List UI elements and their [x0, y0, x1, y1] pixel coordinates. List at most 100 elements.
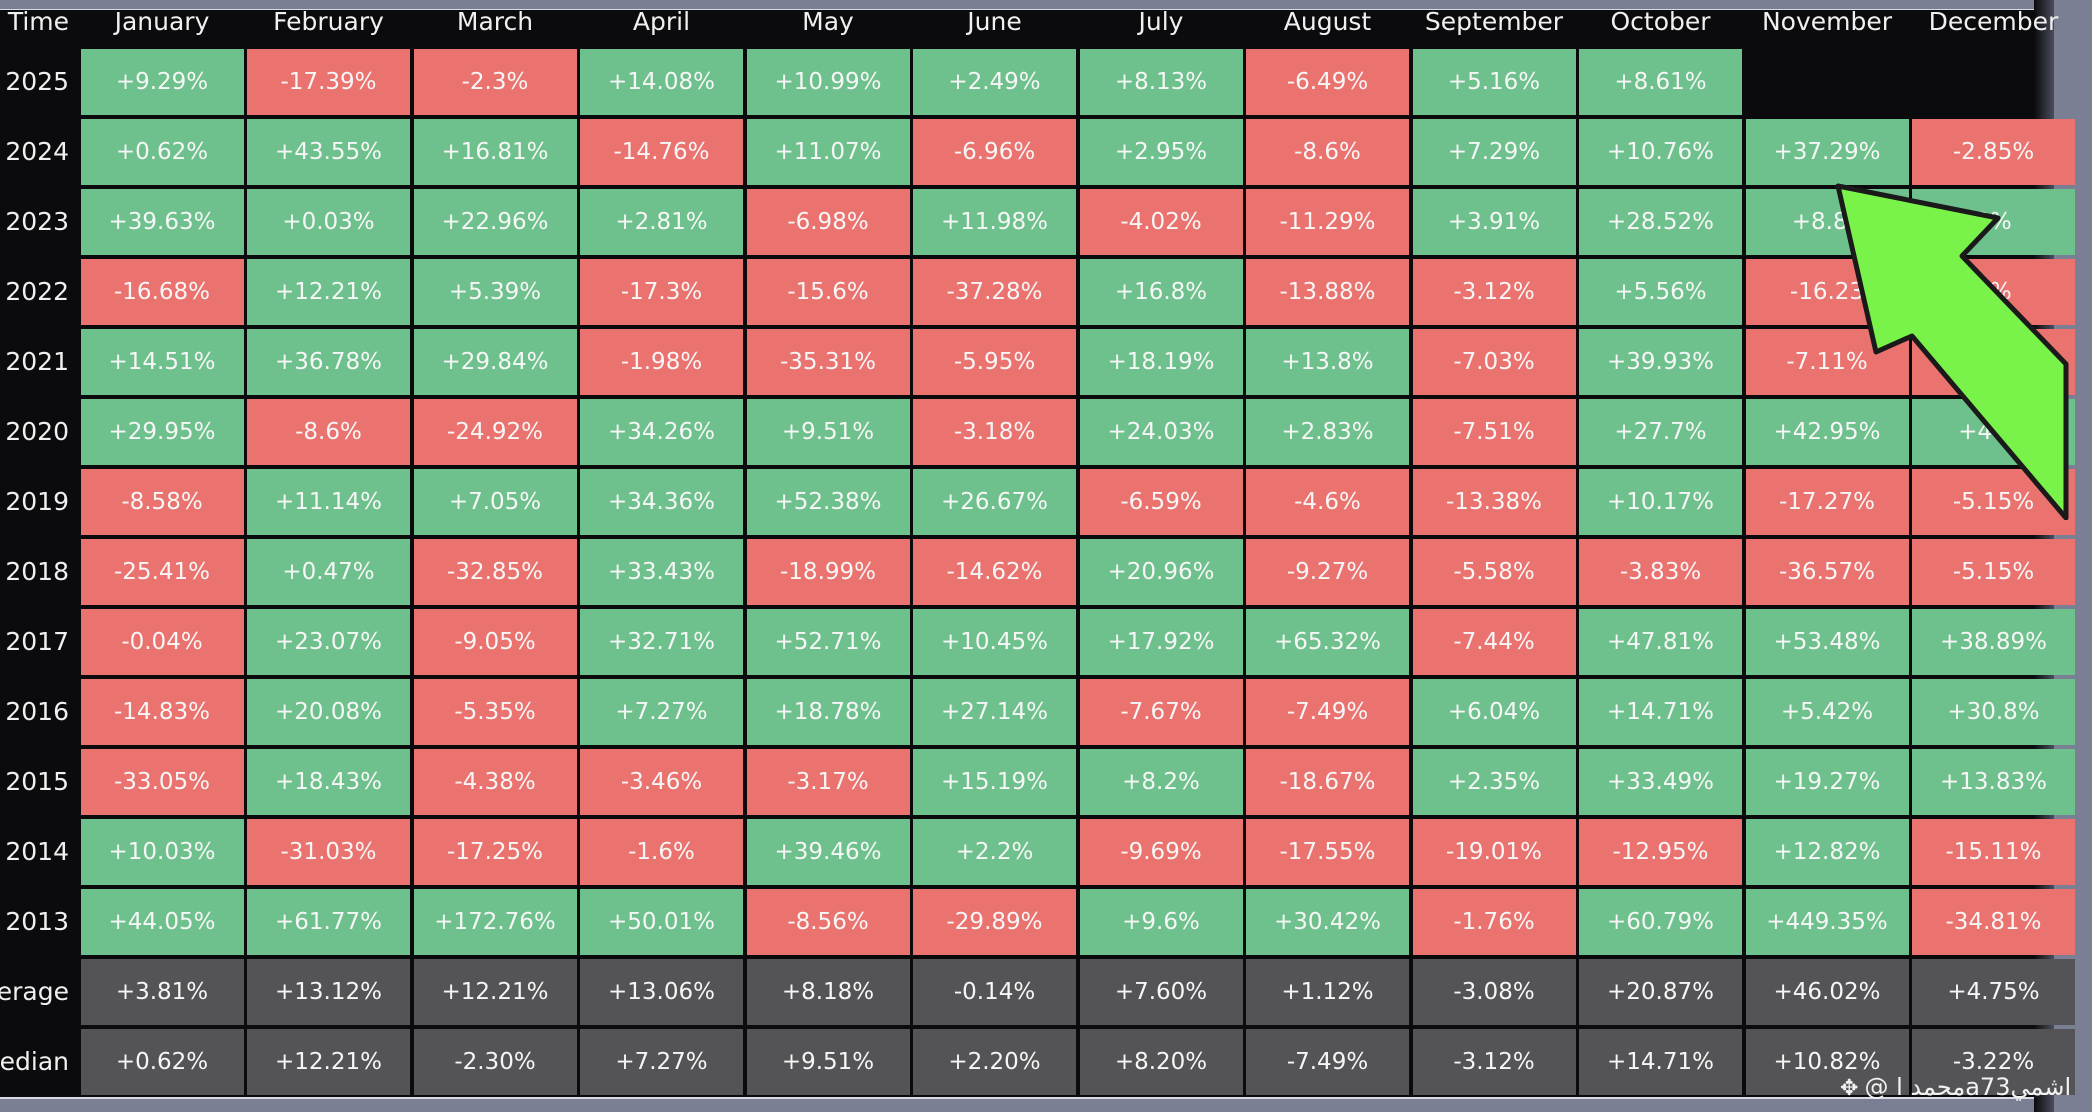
table-cell: +37.29% — [1745, 119, 1909, 185]
table-cell: +20.08% — [247, 679, 410, 745]
table-cell: +0.62% — [80, 119, 244, 185]
table-cell: +65.32% — [1246, 609, 1409, 675]
table-cell: +14.71% — [1579, 1029, 1742, 1095]
table-cell: +5.39% — [413, 259, 577, 325]
table-cell: -5.58% — [1412, 539, 1576, 605]
table-cell: -7.49% — [1246, 679, 1409, 745]
header-month-september: September — [1424, 7, 1564, 36]
table-cell: +13.06% — [580, 959, 743, 1025]
table-cell: +9.29% — [80, 49, 244, 115]
table-cell: -34.81% — [1912, 889, 2075, 955]
table-cell: +10.45% — [913, 609, 1076, 675]
table-cell: -6.98% — [746, 189, 910, 255]
table-cell — [1746, 49, 1909, 115]
table-cell: +16.8% — [1079, 259, 1243, 325]
header-month-july: July — [1138, 7, 1184, 36]
table-cell: +2.35% — [1412, 749, 1576, 815]
table-cell: -4.02% — [1079, 189, 1243, 255]
table-cell: -25.41% — [80, 539, 244, 605]
header-month-february: February — [273, 7, 384, 36]
table-cell: +2.95% — [1079, 119, 1243, 185]
table-cell: +10.82% — [1745, 1029, 1909, 1095]
table-cell: -7.03% — [1412, 329, 1576, 395]
table-cell: -3.08% — [1412, 959, 1576, 1025]
table-cell: +14.71% — [1579, 679, 1742, 745]
table-cell: +39.63% — [80, 189, 244, 255]
table-cell: +11.14% — [247, 469, 410, 535]
table-cell: +18.19% — [1079, 329, 1243, 395]
table-cell: -12.95% — [1579, 819, 1742, 885]
table-cell: -9.05% — [413, 609, 577, 675]
table-cell: +2.20% — [913, 1029, 1076, 1095]
table-cell: -8.6% — [1246, 119, 1409, 185]
table-cell: -1.76% — [1412, 889, 1576, 955]
table-cell: -33.05% — [80, 749, 244, 815]
table-cell: -5.35% — [413, 679, 577, 745]
table-cell: -5.95% — [913, 329, 1076, 395]
table-cell: -17.3% — [580, 259, 743, 325]
table-cell: -0.04% — [80, 609, 244, 675]
table-cell: +22.96% — [413, 189, 577, 255]
table-cell: -3.17% — [746, 749, 910, 815]
watermark: ✥ @ محمد اaاشمي73 — [1840, 1070, 2071, 1104]
row-label-14: edian — [0, 1047, 69, 1076]
table-cell: -18.99% — [746, 539, 910, 605]
table-cell: +50.01% — [580, 889, 743, 955]
table-cell: +61.77% — [247, 889, 410, 955]
row-label-3: 2022 — [5, 277, 69, 306]
table-cell: +30.42% — [1246, 889, 1409, 955]
table-cell: +9.51% — [746, 399, 910, 465]
table-cell: -17.25% — [413, 819, 577, 885]
table-cell: +13.12% — [247, 959, 410, 1025]
header-month-april: April — [632, 7, 691, 36]
table-cell: +12.82% — [1745, 819, 1909, 885]
arrow-shape — [1835, 183, 2069, 520]
table-cell: +7.60% — [1079, 959, 1243, 1025]
table-cell: +17.92% — [1079, 609, 1243, 675]
table-cell: -14.83% — [80, 679, 244, 745]
table-cell: +13.83% — [1912, 749, 2075, 815]
table-cell: -13.38% — [1412, 469, 1576, 535]
table-cell: +3.91% — [1412, 189, 1576, 255]
row-label-1: 2024 — [5, 137, 69, 166]
table-cell: +5.16% — [1412, 49, 1576, 115]
table-cell: +36.78% — [247, 329, 410, 395]
table-cell: +19.27% — [1745, 749, 1909, 815]
table-cell: -7.51% — [1412, 399, 1576, 465]
table-cell: +2.49% — [913, 49, 1076, 115]
row-label-5: 2020 — [5, 417, 69, 446]
table-cell: +15.19% — [913, 749, 1076, 815]
table-cell: +14.08% — [580, 49, 743, 115]
table-cell: +4.75% — [1912, 959, 2075, 1025]
table-cell: -13.88% — [1246, 259, 1409, 325]
table-cell: +18.43% — [247, 749, 410, 815]
table-cell: +0.03% — [247, 189, 410, 255]
row-label-4: 2021 — [5, 347, 69, 376]
table-cell: -29.89% — [913, 889, 1076, 955]
row-label-8: 2017 — [5, 627, 69, 656]
table-cell: -4.6% — [1246, 469, 1409, 535]
table-cell: +43.55% — [247, 119, 410, 185]
table-cell: +7.27% — [580, 1029, 743, 1095]
header-month-november: November — [1761, 7, 1893, 36]
table-cell: +16.81% — [413, 119, 577, 185]
arrow-icon — [1835, 183, 2069, 520]
table-cell: -1.6% — [580, 819, 743, 885]
table-cell: -4.38% — [413, 749, 577, 815]
table-cell: -9.27% — [1246, 539, 1409, 605]
row-label-9: 2016 — [5, 697, 69, 726]
table-cell: +2.81% — [580, 189, 743, 255]
table-cell: +172.76% — [413, 889, 577, 955]
table-cell: +1.12% — [1246, 959, 1409, 1025]
row-label-10: 2015 — [5, 767, 69, 796]
table-cell: -35.31% — [746, 329, 910, 395]
table-cell: -3.83% — [1579, 539, 1742, 605]
table-cell: +53.48% — [1745, 609, 1909, 675]
table-cell: +39.46% — [746, 819, 910, 885]
monthly-returns-table: Time January February March April May June July… — [0, 7, 2075, 1095]
table-cell: -17.39% — [247, 49, 410, 115]
table-cell: +14.51% — [80, 329, 244, 395]
table-cell: -6.49% — [1246, 49, 1409, 115]
table-cell: +8.18% — [746, 959, 910, 1025]
table-cell: +11.07% — [746, 119, 910, 185]
